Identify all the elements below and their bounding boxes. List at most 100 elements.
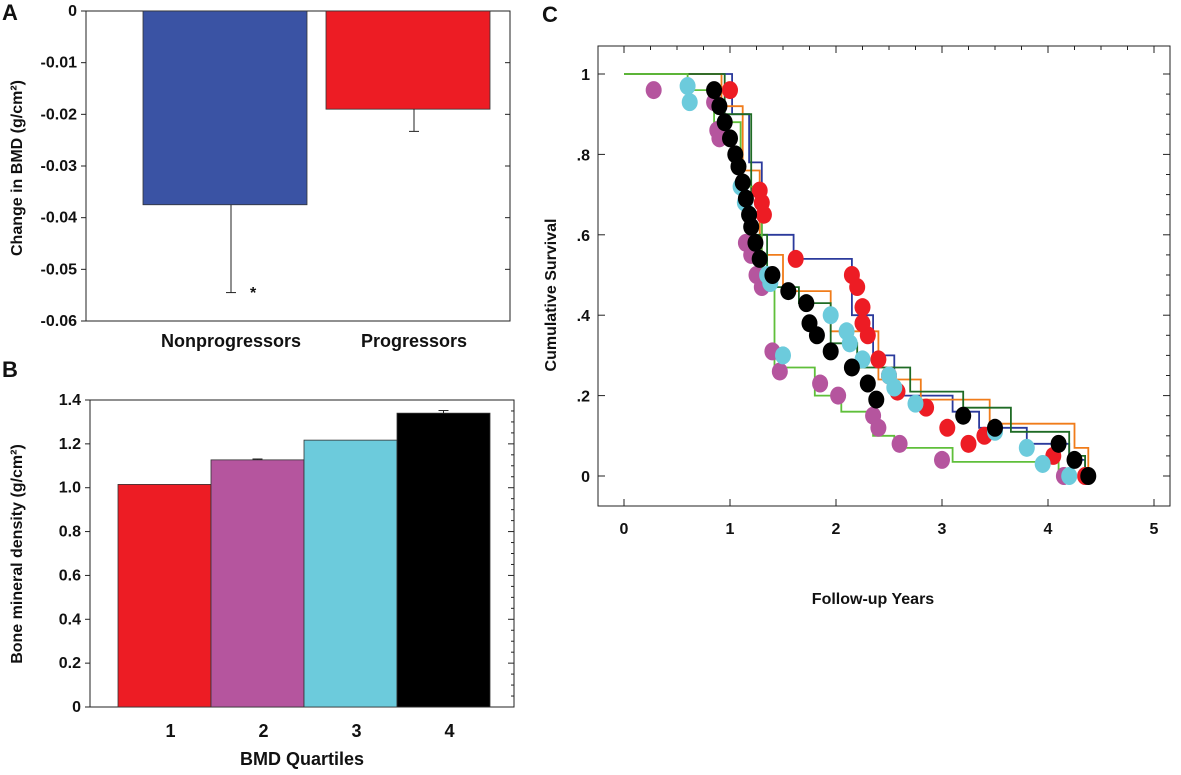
panel-b-ylabel: Bone mineral density (g/cm²)	[9, 444, 26, 664]
censor-marker-black	[987, 418, 1003, 437]
censor-marker-black	[734, 173, 751, 192]
panel-a-bar	[142, 10, 308, 206]
panel-a-bar	[325, 10, 491, 110]
censor-marker-black	[1080, 467, 1097, 485]
panel-c-xtick-label: 1	[726, 521, 735, 538]
panel-c-xtick-label: 3	[938, 521, 947, 538]
censor-marker-red	[854, 298, 871, 317]
panel-c-chart: Cumulative Survival Follow-up Years 0 1 2 3…	[543, 45, 1171, 608]
panel-c-ytick-label: 0	[581, 469, 590, 486]
panel-c-xtick-label: 5	[1150, 521, 1159, 538]
censor-marker-black	[822, 342, 839, 361]
panel-b-bar	[117, 484, 212, 708]
censor-marker-red	[960, 434, 977, 453]
panel-b-ytick-label: 0.6	[59, 567, 81, 584]
censor-marker-cyan	[886, 378, 903, 397]
censor-marker-cyan	[1034, 454, 1051, 473]
panel-b-bar	[396, 412, 491, 708]
censor-marker-cyan	[822, 306, 839, 325]
survival-curve-limegreen	[624, 73, 1060, 476]
censor-marker-black	[737, 189, 754, 208]
panel-c-frame	[597, 45, 1171, 507]
panel-a-chart: Change in BMD (g/cm²) * 0 -0.01 -0.02 -0.03…	[9, 3, 511, 351]
censor-marker-magenta	[830, 386, 847, 405]
censor-marker-magenta	[870, 418, 887, 437]
panel-b-category-label: 2	[258, 721, 268, 741]
censor-marker-black	[730, 157, 747, 176]
panel-b-bar	[303, 439, 398, 708]
panel-c-xlabel: Follow-up Years	[812, 591, 935, 608]
censor-marker-black	[780, 282, 797, 301]
panel-c-xtick-label: 0	[620, 521, 629, 538]
panel-b-ytick-label: 1.0	[59, 480, 81, 497]
censor-marker-red	[939, 418, 956, 437]
censor-marker-black	[722, 129, 738, 148]
censor-marker-red	[849, 278, 866, 297]
censor-marker-magenta	[891, 434, 908, 453]
panel-b-xlabel: BMD Quartiles	[240, 749, 364, 769]
censor-marker-black	[808, 326, 825, 345]
panel-a-annotation: *	[250, 285, 257, 302]
censor-marker-cyan	[681, 93, 698, 112]
censor-marker-black	[711, 97, 728, 116]
panel-b-ytick-label: 0.8	[59, 524, 81, 541]
censor-marker-black	[955, 406, 972, 425]
panel-a-ytick-label: 0	[68, 3, 77, 20]
panel-a-ytick-label: -0.04	[41, 210, 78, 227]
panel-b-ytick-label: 1.2	[59, 436, 81, 453]
censor-marker-red	[787, 249, 804, 268]
panel-c-ytick-label: .6	[577, 228, 590, 245]
panel-b-category-label: 1	[165, 721, 175, 741]
censor-marker-black	[1066, 450, 1083, 469]
panel-a-category-label: Progressors	[361, 331, 467, 351]
panel-b-ytick-label: 1.4	[59, 392, 81, 409]
panel-c-ytick-label: .2	[577, 389, 590, 406]
panel-a-ylabel: Change in BMD (g/cm²)	[9, 80, 26, 256]
panel-c-ylabel: Cumulative Survival	[543, 219, 560, 372]
panel-c-ytick-label: .4	[577, 308, 590, 325]
panel-a-ytick-label: -0.06	[41, 313, 78, 330]
censor-marker-black	[747, 233, 764, 252]
censor-marker-black	[1050, 434, 1067, 453]
censor-marker-black	[859, 374, 876, 393]
panel-a-ytick-label: -0.03	[41, 158, 78, 175]
censor-marker-black	[868, 390, 885, 409]
censor-marker-red	[755, 205, 772, 224]
censor-marker-black	[764, 266, 781, 284]
censor-marker-magenta	[812, 374, 829, 393]
censor-marker-cyan	[679, 77, 696, 96]
panel-label-b: B	[2, 357, 18, 382]
censor-marker-magenta	[771, 362, 788, 381]
panel-a-ytick-label: -0.01	[41, 55, 78, 72]
censor-marker-black	[706, 81, 723, 100]
censor-marker-magenta	[645, 81, 662, 100]
panel-b-chart: Bone mineral density (g/cm²) BMD Quartil…	[9, 392, 515, 769]
panel-c-xtick-label: 2	[832, 521, 841, 538]
censor-marker-black	[843, 358, 860, 377]
panel-label-a: A	[2, 0, 18, 25]
panel-b-ytick-label: 0	[72, 699, 81, 716]
panel-a-ytick-label: -0.05	[41, 261, 78, 278]
censor-marker-red	[870, 350, 887, 369]
panel-label-c: C	[542, 2, 558, 27]
censor-marker-magenta	[934, 450, 950, 469]
censor-marker-black	[751, 249, 768, 268]
panel-b-category-label: 4	[444, 721, 454, 741]
panel-b-bar	[210, 459, 305, 708]
panel-a-category-label: Nonprogressors	[161, 331, 301, 351]
censor-marker-cyan	[1061, 467, 1078, 485]
censor-marker-red	[859, 326, 876, 345]
censor-marker-red	[722, 81, 738, 100]
censor-marker-black	[798, 294, 815, 313]
censor-marker-cyan	[907, 394, 924, 413]
panel-c-ytick-label: 1	[581, 67, 590, 84]
panel-c-xtick-label: 4	[1044, 521, 1053, 538]
panel-b-category-label: 3	[351, 721, 361, 741]
censor-marker-black	[743, 217, 760, 236]
censor-marker-black	[716, 113, 733, 132]
panel-c-ytick-label: .8	[577, 147, 590, 164]
panel-b-ytick-label: 0.2	[59, 655, 81, 672]
censor-marker-cyan	[775, 346, 791, 365]
censor-marker-cyan	[841, 334, 858, 353]
